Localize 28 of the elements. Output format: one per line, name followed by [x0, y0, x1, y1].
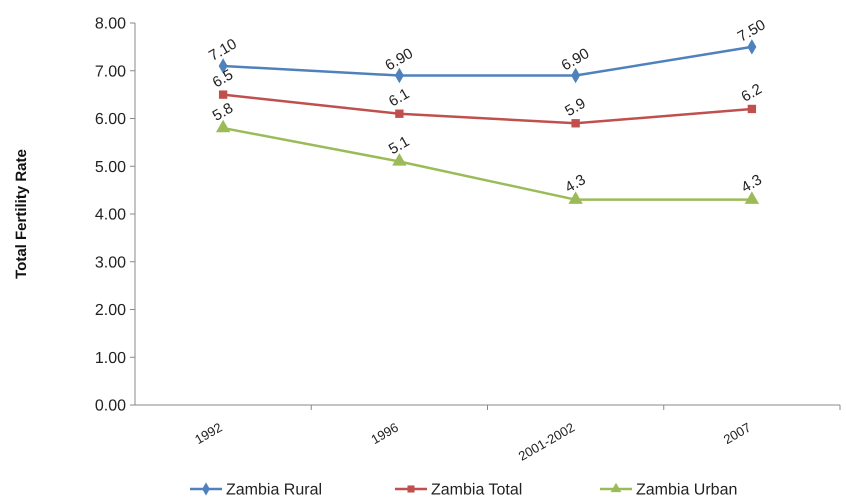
data-label: 6.1 — [386, 85, 412, 110]
legend-label: Zambia Total — [431, 482, 522, 499]
y-tick-label: 8.00 — [94, 16, 126, 33]
y-tick-label: 3.00 — [94, 254, 126, 272]
y-tick-label: 1.00 — [94, 350, 126, 367]
data-label: 7.10 — [206, 35, 240, 65]
data-label: 4.3 — [738, 171, 765, 196]
data-label: 6.2 — [738, 80, 765, 106]
data-label: 4.3 — [562, 171, 589, 196]
data-label: 6.90 — [558, 44, 592, 74]
y-tick-label: 5.00 — [94, 158, 126, 176]
data-label: 7.50 — [734, 16, 769, 46]
x-tick-label: 2007 — [720, 420, 754, 448]
y-tick-label: 4.00 — [94, 206, 126, 224]
legend-label: Zambia Urban — [636, 482, 738, 499]
y-tick-label: 2.00 — [94, 302, 126, 320]
data-label: 5.9 — [562, 94, 589, 120]
x-tick-label: 1996 — [368, 420, 401, 448]
data-label: 5.8 — [210, 100, 236, 125]
y-tick-label: 0.00 — [94, 398, 126, 415]
data-label: 5.1 — [386, 133, 412, 158]
legend-label: Zambia Rural — [226, 482, 322, 499]
y-tick-label: 6.00 — [94, 111, 126, 128]
x-tick-label: 1992 — [192, 420, 225, 448]
y-axis-title: Total Fertility Rate — [13, 149, 30, 279]
data-label: 6.90 — [382, 44, 416, 74]
y-tick-label: 7.00 — [94, 63, 126, 80]
data-label: 6.5 — [210, 66, 236, 92]
